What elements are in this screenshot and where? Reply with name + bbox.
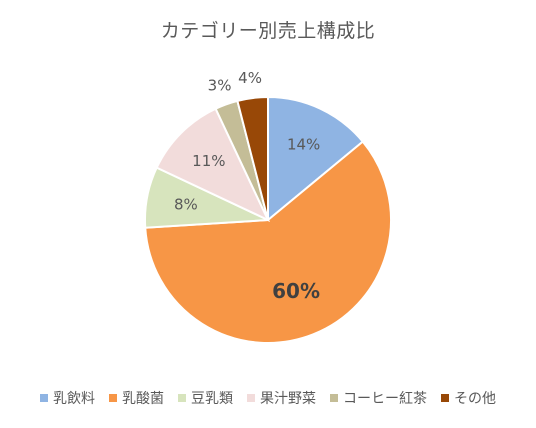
pie-data-label-5: 3% <box>208 76 232 94</box>
legend-swatch <box>247 394 255 402</box>
pie-slice-4 <box>155 107 271 223</box>
legend-label: その他 <box>454 391 496 407</box>
pie-data-label-3: 8% <box>174 195 198 213</box>
legend-label: 果汁野菜 <box>260 391 316 407</box>
legend-item-6: その他 <box>441 388 496 408</box>
chart-legend: 乳飲料 乳酸菌 豆乳類 果汁野菜 コーヒー紅茶 その他 <box>0 388 536 408</box>
legend-swatch <box>109 394 117 402</box>
legend-item-1: 乳飲料 <box>40 388 95 408</box>
chart-title: カテゴリー別売上構成比 <box>160 20 376 42</box>
pie-data-label-2: 60% <box>272 279 320 303</box>
legend-label: 豆乳類 <box>191 391 233 407</box>
pie-slice-6 <box>236 95 269 221</box>
pie-data-label-4: 11% <box>192 152 225 170</box>
pie-slice-1 <box>267 95 365 223</box>
pie-data-label-6: 4% <box>238 69 262 87</box>
legend-label: 乳酸菌 <box>122 391 164 407</box>
pie-slice-2 <box>144 140 392 344</box>
legend-label: コーヒー紅茶 <box>343 391 427 407</box>
legend-swatch <box>330 394 338 402</box>
pie-data-label-1: 14% <box>287 135 320 153</box>
legend-swatch <box>178 394 186 402</box>
legend-item-3: 豆乳類 <box>178 388 233 408</box>
legend-swatch <box>40 394 48 402</box>
legend-item-4: 果汁野菜 <box>247 388 316 408</box>
legend-item-5: コーヒー紅茶 <box>330 388 427 408</box>
legend-label: 乳飲料 <box>53 391 95 407</box>
legend-item-2: 乳酸菌 <box>109 388 164 408</box>
legend-swatch <box>441 394 449 402</box>
